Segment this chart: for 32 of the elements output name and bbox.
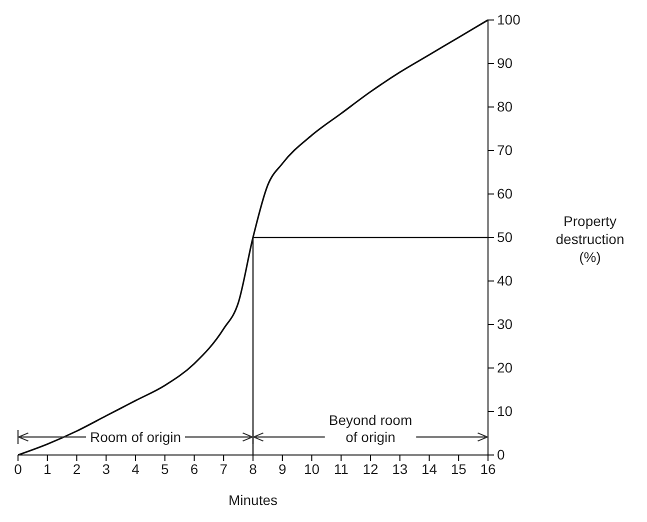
x-tick-label: 6	[190, 460, 198, 477]
y-axis-title: Property destruction (%)	[556, 213, 624, 265]
x-axis-title: Minutes	[228, 492, 278, 508]
y-tick-label: 80	[497, 98, 513, 114]
x-tick-label: 4	[132, 460, 140, 477]
annotation: Room of origin	[90, 429, 182, 445]
y-tick-label: 20	[497, 359, 513, 376]
x-tick-label: 11	[334, 460, 349, 477]
x-tick-label: 10	[304, 460, 320, 477]
y-tick-label: 60	[497, 185, 513, 202]
x-tick-label: 0	[14, 460, 22, 477]
x-tick-label: 3	[102, 460, 110, 477]
y-tick-label: 40	[497, 272, 513, 288]
x-tick-label: 12	[362, 460, 378, 477]
x-tick-label: 8	[249, 460, 258, 477]
annotation: Beyond room of origin	[328, 412, 412, 445]
x-tick-label: 9	[278, 460, 286, 477]
y-tick-label: 0	[497, 446, 505, 462]
x-tick-label: 5	[160, 460, 169, 477]
y-tick-label: 70	[497, 142, 513, 158]
x-tick-label: 2	[72, 460, 81, 477]
x-tick-label: 7	[220, 460, 228, 477]
y-tick-label: 100	[497, 11, 521, 28]
x-tick-label: 14	[421, 460, 438, 477]
y-tick-label: 10	[497, 402, 513, 419]
y-tick-label: 30	[497, 316, 513, 332]
y-tick-label: 90	[497, 54, 513, 71]
x-tick-label: 13	[392, 460, 408, 477]
x-tick-label: 16	[480, 460, 496, 477]
x-tick-label: 15	[450, 460, 467, 477]
x-tick-label: 1	[43, 460, 52, 477]
y-tick-label: 50	[497, 228, 513, 245]
